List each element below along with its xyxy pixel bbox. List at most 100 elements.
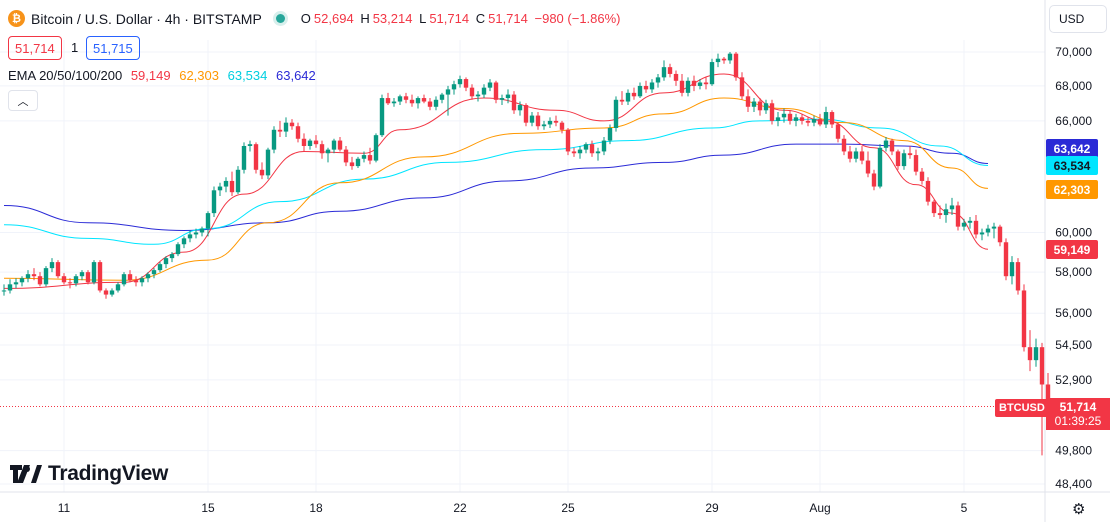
candle-body	[643, 85, 649, 90]
candle-body	[667, 67, 673, 74]
symbol-price-tag: BTCUSD	[995, 399, 1049, 417]
candle-body	[193, 232, 199, 235]
candle-body	[589, 144, 595, 154]
candle-body	[313, 140, 319, 145]
ema20-line	[3, 73, 989, 289]
candle-body	[913, 155, 919, 172]
candle-body	[985, 228, 991, 233]
candle-body	[823, 112, 829, 125]
candle-body	[13, 282, 19, 285]
candle-body	[859, 151, 865, 161]
sell-button[interactable]: 51,714	[8, 36, 62, 60]
candle-body	[73, 276, 79, 284]
y-tick-label: 58,000	[1055, 265, 1092, 279]
candle-body	[727, 53, 733, 61]
y-tick-label: 56,000	[1055, 306, 1092, 320]
candle-body	[319, 144, 325, 154]
candle-body	[721, 58, 727, 61]
candle-body	[247, 144, 253, 146]
candle-body	[181, 238, 187, 245]
candle-body	[889, 140, 895, 152]
candle-body	[877, 147, 883, 187]
chevron-up-icon: ︿	[17, 95, 29, 108]
candle-body	[559, 122, 565, 130]
ema50-line	[3, 97, 989, 281]
candle-body	[631, 92, 637, 97]
candle-body	[109, 290, 115, 295]
candle-body	[703, 82, 709, 85]
candle-body	[1027, 347, 1033, 361]
gear-icon[interactable]: ⚙	[1072, 501, 1086, 518]
ema-label: EMA 20/50/100/200	[8, 68, 123, 83]
candle-body	[325, 149, 331, 154]
candle-body	[793, 117, 799, 121]
ema20-tag: 59,149	[1046, 240, 1098, 259]
ema100-tag: 63,534	[1046, 156, 1098, 175]
candle-body	[451, 84, 457, 90]
candle-body	[625, 92, 631, 102]
candle-body	[457, 79, 463, 85]
candle-body	[91, 262, 97, 283]
candle-body	[763, 103, 769, 111]
candle-body	[43, 268, 49, 285]
candle-body	[49, 262, 55, 269]
candle-body	[529, 115, 535, 123]
symbol-title[interactable]: Bitcoin / U.S. Dollar · 4h · BITSTAMP	[31, 10, 262, 27]
currency-select[interactable]: USD	[1049, 5, 1107, 33]
candle-body	[355, 158, 361, 167]
y-tick-label: 48,400	[1055, 477, 1092, 491]
candle-body	[187, 234, 193, 239]
y-tick-label: 52,900	[1055, 373, 1092, 387]
candle-body	[1, 290, 7, 292]
candle-body	[421, 98, 427, 102]
candle-body	[211, 190, 217, 214]
candle-body	[61, 276, 67, 283]
candle-body	[445, 89, 451, 95]
buy-button[interactable]: 51,715	[86, 36, 140, 60]
ema-legend[interactable]: EMA 20/50/100/200 59,149 62,303 63,534 6…	[8, 68, 321, 83]
candle-body	[931, 201, 937, 214]
market-status-icon[interactable]	[275, 14, 285, 23]
candle-body	[343, 149, 349, 163]
candle-body	[337, 140, 343, 150]
candle-body	[907, 153, 913, 156]
candle-body	[799, 117, 805, 121]
candle-body	[481, 87, 487, 95]
candle-body	[379, 98, 385, 136]
x-tick-label: 22	[453, 501, 467, 515]
candle-body	[487, 82, 493, 88]
change-value: −980 (−1.86%)	[534, 11, 621, 26]
candle-body	[493, 82, 499, 100]
candle-body	[295, 126, 301, 139]
candle-body	[679, 80, 685, 93]
candle-body	[373, 135, 379, 161]
candle-body	[1039, 347, 1045, 385]
candle-body	[367, 155, 373, 161]
quantity-value[interactable]: 1	[71, 40, 79, 55]
y-tick-label: 54,500	[1055, 338, 1092, 352]
candle-body	[469, 87, 475, 97]
candle-body	[331, 140, 337, 150]
candle-body	[277, 129, 283, 132]
candle-body	[517, 105, 523, 111]
candle-body	[223, 180, 229, 187]
candle-body	[391, 101, 397, 104]
candle-body	[427, 101, 433, 107]
candle-body	[283, 122, 289, 132]
candle-body	[199, 228, 205, 233]
x-tick-label: 29	[705, 501, 719, 515]
candle-body	[817, 119, 823, 125]
collapse-legend-button[interactable]: ︿	[8, 90, 38, 111]
candle-body	[577, 149, 583, 154]
candle-body	[397, 96, 403, 102]
candle-body	[1021, 290, 1027, 348]
candle-body	[463, 79, 469, 88]
candle-body	[805, 120, 811, 123]
ema200-tag: 63,642	[1046, 139, 1098, 158]
candle-body	[709, 62, 715, 85]
candle-body	[265, 149, 271, 176]
candle-body	[175, 244, 181, 255]
candle-body	[673, 73, 679, 81]
candle-body	[973, 220, 979, 235]
